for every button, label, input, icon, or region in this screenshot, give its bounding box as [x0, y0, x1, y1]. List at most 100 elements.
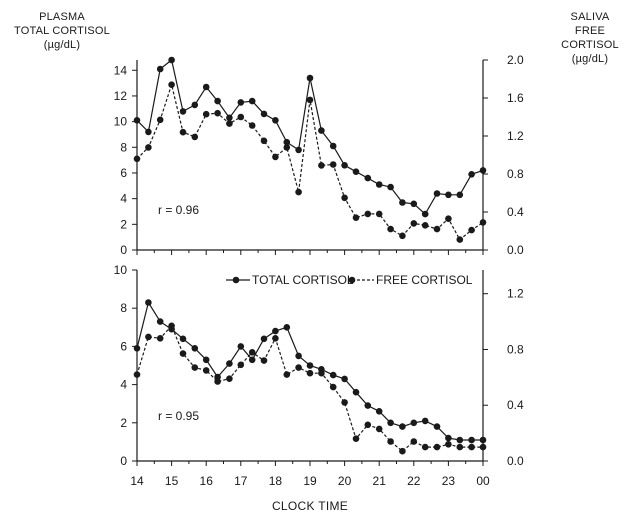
panel-2-total-cortisol-point: [260, 335, 268, 343]
panel-1-free-cortisol-point: [237, 113, 245, 121]
left-axis-header-line-1: PLASMA: [39, 11, 85, 23]
panel-2-total-cortisol-point: [352, 388, 360, 396]
panel-2-free-cortisol-point: [145, 333, 152, 341]
panel-2-total-cortisol-point: [295, 352, 302, 360]
panel-1-right-tick-label: 0.4: [507, 205, 524, 219]
panel-1-free-cortisol-point: [445, 215, 452, 222]
panel-2-free-cortisol-point: [433, 443, 441, 451]
panel-1-free-cortisol-point: [295, 188, 302, 196]
panel-2-total-cortisol-point: [237, 343, 245, 350]
panel-2-total-cortisol-point: [445, 434, 452, 442]
panel-1-free-cortisol-point: [248, 122, 256, 129]
panel-2-total-cortisol-point: [272, 327, 279, 335]
panel-2-free-cortisol-point: [214, 378, 221, 385]
panel-2-free-cortisol-point: [272, 335, 279, 342]
panel-2-total-cortisol-point: [202, 356, 210, 364]
panel-1-total-cortisol-point: [133, 117, 141, 124]
panel-2-right-tick-label: 0.8: [507, 342, 524, 356]
panel-1-free-cortisol-point: [341, 194, 348, 202]
panel-2-total-cortisol-point: [306, 362, 314, 369]
panel-1-left-tick-label: 4: [120, 192, 127, 206]
x-tick-label: 14: [130, 474, 144, 488]
panel-1-total-cortisol-point: [145, 128, 152, 136]
panel-2-free-cortisol-point: [341, 399, 348, 406]
panel-1-free-cortisol-point: [318, 162, 325, 169]
panel-2-free-cortisol-point: [248, 349, 256, 356]
panel-1-free-cortisol-point: [421, 222, 429, 229]
panel-1-total-cortisol-point: [214, 97, 221, 105]
panel-2-free-cortisol-point: [421, 443, 429, 451]
panel-1-left-tick-label: 10: [114, 115, 128, 129]
panel-2-free-cortisol-point: [456, 443, 464, 451]
right-axis-header-line-3: (µg/dL): [571, 53, 609, 65]
panel-1-free-cortisol-point: [468, 226, 475, 234]
panel-2-total-cortisol-point: [341, 375, 348, 383]
left-axis-header-line-2: TOTAL CORTISOL: [14, 25, 110, 37]
panel-2-free-cortisol-point: [479, 443, 487, 451]
panel-1-free-cortisol-point: [387, 225, 394, 233]
panel-1-right-tick-label: 0.8: [507, 167, 524, 181]
panel-2-free-cortisol-point: [202, 367, 210, 374]
panel-1-total-cortisol-point: [306, 74, 314, 82]
panel-1-free-cortisol-point: [202, 110, 210, 118]
panel-1-free-cortisol-point: [375, 210, 383, 218]
x-tick-label: 20: [338, 474, 352, 488]
right-axis-header-line-1: SALIVA: [570, 11, 610, 23]
panel-2-free-cortisol-point: [329, 383, 337, 391]
panel-1-free-cortisol-point: [433, 225, 441, 233]
panel-1-total-cortisol-point: [283, 138, 291, 146]
panel-1-total-cortisol-point: [237, 99, 245, 106]
panel-2-total-cortisol-point: [226, 360, 233, 367]
panel-2-total-cortisol-point: [375, 408, 383, 415]
panel-2-total-cortisol-point: [133, 345, 141, 352]
panel-2-free-cortisol-point: [191, 364, 199, 371]
panel-2-free-cortisol-point: [445, 441, 452, 448]
panel-2-total-cortisol-point: [329, 371, 337, 379]
panel-2-legend-free-label: FREE CORTISOL: [376, 273, 473, 287]
panel-2-free-cortisol-point: [295, 364, 302, 371]
panel-2-legend-total-label: TOTAL CORTISOL: [252, 273, 354, 287]
panel-2-legend-total-marker: [232, 276, 240, 284]
x-axis-title: CLOCK TIME: [272, 499, 348, 512]
panel-2-free-cortisol-point: [237, 361, 245, 369]
x-tick-label: 22: [407, 474, 421, 488]
panel-1-right-tick-label: 1.2: [507, 129, 524, 143]
panel-1-total-cortisol-point: [387, 183, 394, 191]
panel-2-free-cortisol-point: [387, 438, 394, 445]
panel-2-free-cortisol-line: [136, 324, 483, 452]
right-axis-header: SALIVA FREE CORTISOL (µg/dL): [548, 10, 632, 66]
panel-2-left-tick-label: 8: [120, 301, 127, 315]
x-tick-label: 19: [303, 474, 317, 488]
panel-2-total-cortisol-point: [145, 299, 152, 306]
panel-2-right-tick-label: 0.0: [507, 454, 524, 468]
panel-1-total-cortisol-point: [191, 101, 199, 109]
panel-2-free-cortisol-point: [318, 369, 325, 377]
panel-1-right-tick-label: 0.0: [507, 243, 524, 257]
panel-1-total-cortisol-point: [375, 181, 383, 188]
panel-1-total-cortisol-point: [260, 110, 268, 118]
panel-2-total-cortisol-point: [456, 436, 464, 444]
x-tick-label: 23: [442, 474, 456, 488]
panel-1-total-cortisol-point: [295, 146, 302, 154]
panel-1-free-cortisol-point: [399, 232, 406, 240]
panel-1-total-cortisol-point: [248, 97, 256, 105]
x-tick-label: 21: [373, 474, 387, 488]
panel-1-right-tick-label: 1.6: [507, 91, 524, 105]
panel-1-free-cortisol-point: [329, 161, 337, 168]
panel-1-left-tick-label: 2: [120, 217, 127, 231]
panel-1-total-cortisol-point: [421, 210, 429, 218]
panel-2-free-cortisol-point: [226, 375, 233, 383]
panel-1-free-cortisol-point: [410, 220, 418, 227]
panel-2-total-cortisol-point: [387, 419, 394, 427]
panel-2-total-cortisol-point: [421, 417, 429, 425]
panel-2-left-tick-label: 10: [114, 263, 128, 277]
panel-1-total-cortisol-point: [468, 171, 475, 178]
panel-1-left-tick-label: 12: [114, 89, 128, 103]
panel-2-correlation-label: r = 0.95: [158, 409, 199, 423]
panel-1-total-cortisol-point: [456, 191, 464, 199]
panel-2-total-cortisol-point: [191, 345, 199, 352]
panel-2-free-cortisol-point: [352, 435, 360, 443]
right-axis-header-line-2: FREE CORTISOL: [561, 25, 619, 51]
panel-2-left-tick-label: 2: [120, 416, 127, 430]
panel-1-right-tick-label: 2.0: [507, 53, 524, 67]
